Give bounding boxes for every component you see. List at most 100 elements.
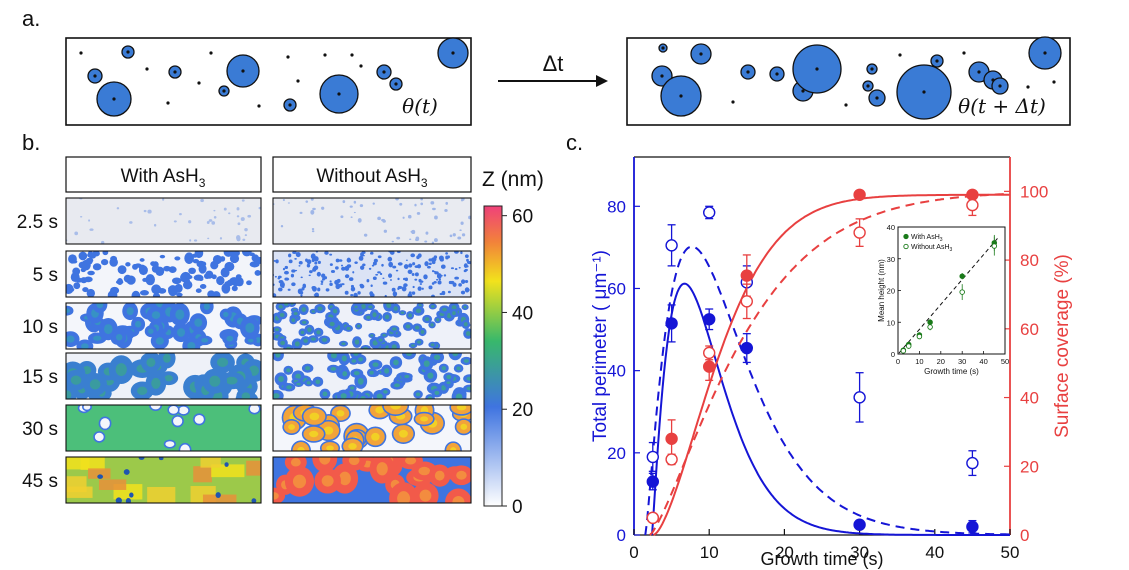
nucleus-dot: [746, 70, 750, 74]
data-point: [966, 520, 979, 533]
inset-legend-marker: [903, 233, 909, 240]
row-time-label: 10 s: [22, 317, 58, 338]
coverage-fit-with: [653, 193, 1010, 536]
y-left-tick-label: 20: [607, 444, 626, 463]
nucleus-dot: [382, 70, 386, 74]
data-point: [665, 239, 678, 252]
adatom-dot: [286, 55, 290, 59]
panel-a-label: a.: [22, 6, 40, 31]
inset-legend-label: Without AsH3: [911, 244, 953, 253]
nucleus-dot: [126, 50, 130, 54]
y-right-tick-label: 60: [1020, 320, 1039, 339]
data-point: [703, 313, 716, 326]
x-tick-label: 0: [629, 543, 638, 562]
perimeter-fit-without: [644, 245, 1010, 536]
adatom-dot: [844, 103, 848, 107]
data-point: [665, 453, 678, 466]
colorbar-tick-label: 20: [512, 400, 533, 421]
nucleus-dot: [935, 59, 939, 63]
data-point: [665, 432, 678, 445]
x-tick-label: 50: [1001, 543, 1020, 562]
data-point: [703, 346, 716, 360]
data-point: [853, 518, 866, 531]
inset-data-point: [900, 348, 907, 354]
nucleus-dot: [875, 96, 879, 100]
x-axis-label: Growth time (s): [760, 549, 883, 569]
x-tick-label: 10: [700, 543, 719, 562]
afm-image-grid: 2.5 s 5 s 10 s 15 s 30 s 45 s: [17, 197, 472, 504]
data-point: [853, 391, 866, 404]
inset-data-point: [959, 289, 965, 295]
col-header-without-box: [272, 156, 472, 193]
row-time-label: 45 s: [22, 471, 58, 492]
nucleus-dot: [922, 90, 926, 94]
y-left-tick-label: 80: [607, 197, 626, 216]
col-header-without: Without AsH3: [316, 166, 428, 190]
data-point: [703, 206, 716, 219]
islands-before: [79, 37, 469, 117]
adatom-dot: [1026, 85, 1030, 89]
data-point: [853, 188, 866, 202]
nucleus-dot: [866, 84, 870, 88]
inset-y-tick-label: 10: [887, 318, 895, 327]
inset-x-tick-label: 30: [958, 357, 966, 366]
adatom-dot: [166, 101, 170, 105]
inset-y-tick-label: 0: [891, 350, 895, 359]
panel-b-label: b.: [22, 130, 40, 155]
adatom-dot: [731, 100, 735, 104]
adatom-dot: [1052, 80, 1056, 84]
x-tick-label: 30: [850, 543, 869, 562]
afm-without-1: [272, 250, 472, 298]
row-time-label: 15 s: [22, 367, 58, 388]
data-point: [853, 226, 866, 239]
adatom-dot: [296, 79, 300, 83]
row-time-label: 30 s: [22, 419, 58, 440]
nucleus-dot: [337, 92, 341, 96]
arrow-label: Δt: [543, 51, 564, 76]
afm-with-2: [65, 302, 262, 350]
data-point: [703, 360, 716, 373]
data-point: [646, 511, 659, 525]
afm-without-5: [272, 456, 472, 504]
nucleus-dot: [222, 89, 226, 93]
inset-data-point: [905, 343, 912, 349]
data-point: [740, 341, 753, 355]
colorbar-title: Z (nm): [482, 168, 544, 191]
data-point: [966, 198, 979, 212]
data-point: [646, 450, 659, 464]
adatom-dot: [79, 51, 83, 55]
time-arrow: [498, 75, 608, 87]
inset-y-label: Mean height (nm): [877, 259, 886, 322]
colorbar-tick-label: 60: [512, 207, 533, 228]
theta-before: θ(t): [402, 94, 438, 118]
inset-y-tick-label: 20: [887, 287, 895, 296]
nucleus-dot: [801, 89, 805, 93]
x-tick-label: 20: [775, 543, 794, 562]
y-right-tick-label: 80: [1020, 251, 1039, 270]
inset-x-tick-label: 40: [979, 357, 987, 366]
inset-data-point: [916, 333, 923, 340]
afm-with-0: [65, 197, 262, 245]
inset-x-tick-label: 10: [915, 357, 923, 366]
y-left-tick-label: 60: [607, 279, 626, 298]
nucleus-dot: [977, 70, 981, 74]
colorbar-tick-label: 0: [512, 497, 523, 518]
inset-data-point: [991, 243, 998, 249]
data-point: [740, 295, 753, 308]
adatom-dot: [209, 51, 213, 55]
islands-after: [651, 36, 1062, 120]
y-right-tick-label: 100: [1020, 182, 1048, 201]
adatom-dot: [350, 53, 354, 57]
colorbar-tick-label: 40: [512, 303, 533, 324]
nucleus-dot: [870, 67, 874, 71]
nucleus-dot: [660, 74, 664, 78]
nucleus-dot: [451, 51, 455, 55]
adatom-dot: [323, 53, 327, 57]
inset-data-point: [927, 324, 933, 330]
inset-x-label: Growth time (s): [924, 367, 979, 376]
afm-without-4: [272, 404, 472, 452]
data-point: [646, 475, 659, 488]
